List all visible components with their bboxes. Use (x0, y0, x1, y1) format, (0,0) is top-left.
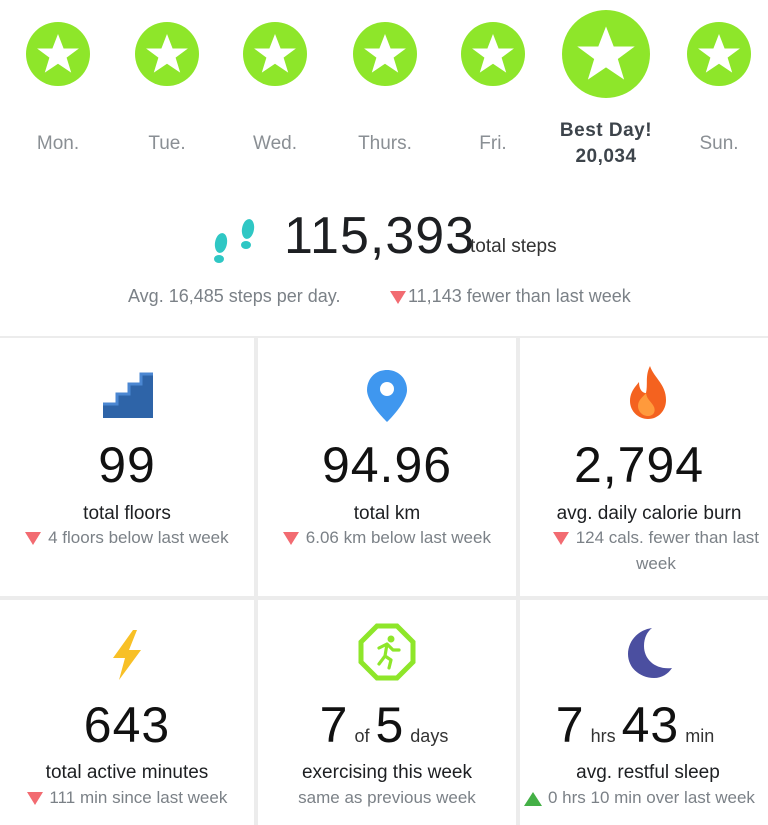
day-label: Thurs. (358, 133, 412, 154)
down-arrow-icon (25, 532, 42, 546)
down-arrow-icon (390, 290, 406, 304)
star-icon (26, 22, 90, 86)
floors-change-text: 4 floors below last week (48, 528, 229, 547)
best-day-steps: 20,034 (575, 146, 637, 167)
running-person-icon (357, 622, 417, 682)
sleep-tile[interactable]: 7 hrs 43 min avg. restful sleep 0 hrs 10 mi… (520, 600, 768, 825)
exercise-goal-days: 5 (375, 697, 405, 753)
floors-tile[interactable]: 99 total floors 4 floors below last week (0, 338, 254, 596)
active-minutes-change-text: 111 min since last week (49, 788, 228, 807)
flame-icon (618, 362, 678, 422)
sleep-hours-unit: hrs (590, 726, 616, 746)
day-label: Wed. (252, 133, 297, 154)
distance-change: 6.06 km below last week (258, 525, 516, 551)
distance-change-text: 6.06 km below last week (305, 528, 491, 547)
lightning-icon (97, 624, 157, 684)
active-minutes-tile[interactable]: 643 total active minutes 111 min since l… (0, 600, 254, 825)
steps-summary: 115,393 total steps Avg. 16,485 steps pe… (0, 200, 768, 320)
footprints-icon (210, 214, 264, 268)
sleep-minutes: 43 (621, 697, 680, 753)
distance-tile[interactable]: 94.96 total km 6.06 km below last week (258, 338, 516, 596)
floors-label: total floors (83, 503, 171, 524)
sleep-change-text: 0 hrs 10 min over last week (548, 788, 755, 807)
total-steps-value: 115,393 (284, 207, 476, 265)
steps-change: 11,143 fewer than last week (390, 286, 631, 307)
down-arrow-icon (26, 792, 43, 806)
active-minutes-change: 111 min since last week (0, 785, 254, 811)
exercise-tile[interactable]: 7 of 5 days exercising this week same as pr… (258, 600, 516, 825)
star-icon (353, 22, 417, 86)
star-icon (243, 22, 307, 86)
best-day-label: Best Day! (559, 120, 653, 141)
sleep-hours: 7 (555, 697, 585, 753)
sleep-label: avg. restful sleep (576, 762, 720, 783)
sleep-change: 0 hrs 10 min over last week (524, 785, 768, 811)
stats-grid: 99 total floors 4 floors below last week… (0, 336, 768, 825)
exercise-unit: days (410, 726, 449, 746)
up-arrow-icon (524, 791, 542, 806)
calories-change: 124 cals. fewer than last week (536, 525, 768, 577)
calories-change-text: 124 cals. fewer than last week (575, 528, 760, 573)
stairs-icon (97, 366, 157, 426)
calories-tile[interactable]: 2,794 avg. daily calorie burn 124 cals. … (520, 338, 768, 596)
star-icon (687, 22, 751, 86)
down-arrow-icon (283, 532, 300, 546)
active-minutes-label: total active minutes (45, 762, 209, 783)
star-icon (461, 22, 525, 86)
distance-value: 94.96 (321, 437, 453, 493)
total-steps-unit: total steps (470, 236, 557, 257)
star-icon (135, 22, 199, 86)
day-label: Sun. (699, 133, 739, 154)
exercise-days-done: 7 (319, 697, 349, 753)
distance-label: total km (353, 503, 421, 524)
day-label: Fri. (479, 133, 507, 154)
moon-icon (618, 622, 678, 682)
sleep-value: 7 hrs 43 min (520, 696, 762, 754)
sleep-minutes-unit: min (685, 726, 715, 746)
day-label: Tue. (148, 133, 186, 154)
star-icon (562, 10, 650, 98)
down-arrow-icon (552, 532, 569, 546)
exercise-of: of (354, 726, 370, 746)
calories-label: avg. daily calorie burn (556, 503, 742, 524)
floors-value: 99 (98, 437, 156, 493)
exercise-value: 7 of 5 days (258, 696, 516, 754)
average-steps: Avg. 16,485 steps per day. (128, 286, 341, 306)
weekly-day-stars: Mon. Tue. Wed. Thurs. Fri. Best Day! 20,… (0, 0, 768, 200)
location-pin-icon (357, 366, 417, 426)
day-label: Mon. (36, 133, 80, 154)
steps-change-text: 11,143 fewer than last week (408, 286, 631, 306)
exercise-change: same as previous week (298, 788, 476, 807)
floors-change: 4 floors below last week (0, 525, 254, 551)
exercise-label: exercising this week (301, 762, 473, 783)
active-minutes-value: 643 (83, 697, 171, 753)
calories-value: 2,794 (573, 437, 705, 493)
